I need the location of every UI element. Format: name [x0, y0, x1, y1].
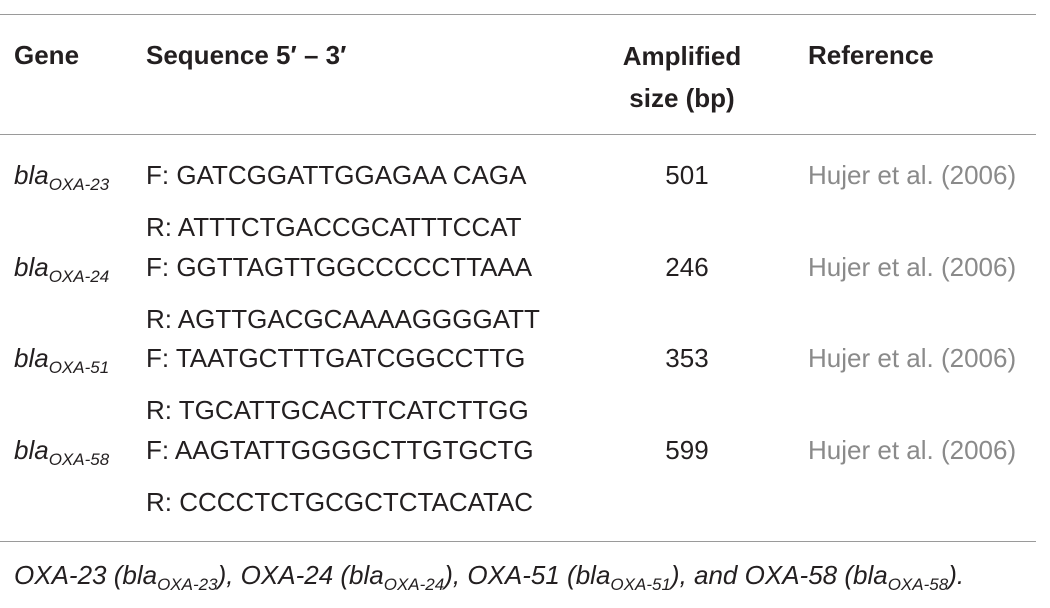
reference: Hujer et al. (2006) — [808, 160, 1017, 190]
top-rule — [0, 14, 1036, 15]
gene-cell: blaOXA-24 — [14, 247, 109, 287]
footnote-text: ). — [948, 560, 965, 590]
gene-cell: blaOXA-51 — [14, 338, 109, 378]
header-gene: Gene — [14, 40, 80, 70]
reference: Hujer et al. (2006) — [808, 343, 1017, 374]
footnote-sub: OXA-51 — [610, 575, 671, 594]
forward-primer: F: TAATGCTTTGATCGGCCTTG — [146, 343, 526, 374]
footnote-sub: OXA-23 — [157, 575, 218, 594]
amplified-size: 599 — [665, 435, 709, 466]
footnote-text: ), and — [670, 560, 745, 590]
gene-base: bla — [14, 343, 49, 374]
footnote-text: ), — [444, 560, 468, 590]
reverse-primer: R: CCCCTCTGCGCTCTACATAC — [146, 487, 534, 518]
reverse-primer: R: AGTTGACGCAAAAGGGGATT — [146, 303, 540, 334]
footnote: OXA-23 (blaOXA-23), OXA-24 (blaOXA-24 ), … — [14, 555, 964, 595]
footnote-sub: OXA-24 — [383, 575, 445, 594]
forward-primer: F: GATCGGATTGGAGAA CAGA — [146, 160, 527, 190]
forward-primer: F: AAGTATTGGGGCTTGTGCTG — [146, 435, 534, 466]
amplified-size: 501 — [665, 160, 709, 190]
header-size: Amplified size (bp) — [622, 41, 742, 113]
gene-sub: OXA-24 — [48, 266, 110, 286]
header-sequence: Sequence 5′ – 3′ — [146, 40, 347, 70]
gene-base: bla — [14, 251, 49, 282]
gene-sub: OXA-51 — [48, 358, 110, 378]
footnote-sub: OXA-58 — [887, 575, 949, 594]
header-reference: Reference — [808, 40, 934, 70]
gene-sub: OXA-23 — [48, 175, 110, 194]
reverse-primer: R: TGCATTGCACTTCATCTTGG — [146, 395, 529, 426]
reference: Hujer et al. (2006) — [808, 435, 1017, 466]
forward-primer: F: GGTTAGTTGGCCCCCTTAAA — [146, 251, 533, 282]
footnote-text: ), — [217, 560, 241, 590]
amplified-size: 246 — [665, 251, 709, 282]
gene-sub: OXA-58 — [48, 450, 110, 470]
gene-base: bla — [14, 160, 49, 190]
footnote-text: OXA-24 (bla — [240, 560, 384, 590]
bottom-rule — [0, 541, 1036, 542]
amplified-size: 353 — [665, 343, 709, 374]
footnote-text: OXA-58 (bla — [744, 560, 888, 590]
gene-cell: blaOXA-23 — [14, 155, 109, 195]
footnote-text: OXA-23 (bla — [14, 560, 158, 590]
header-rule — [0, 134, 1036, 135]
reverse-primer: R: ATTTCTGACCGCATTTCCAT — [146, 212, 522, 242]
gene-cell: blaOXA-58 — [14, 430, 109, 470]
footnote-text: OXA-51 (bla — [467, 560, 611, 590]
gene-base: bla — [14, 435, 49, 466]
reference: Hujer et al. (2006) — [808, 251, 1017, 282]
